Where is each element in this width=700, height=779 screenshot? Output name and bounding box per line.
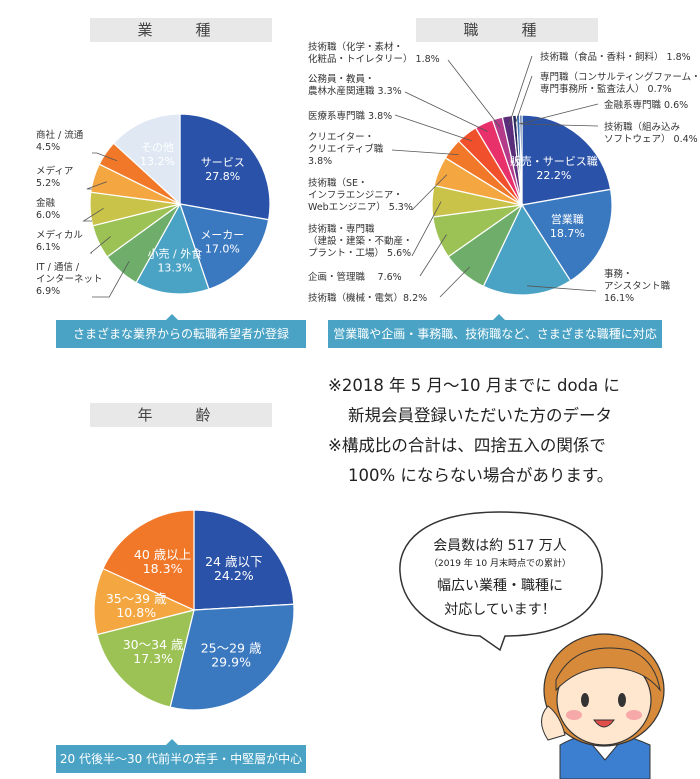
industry-label-8: その他 <box>141 141 174 154</box>
age-value-1: 29.9% <box>211 655 251 670</box>
industry-label-4-0: メディカル <box>36 229 83 241</box>
age-label-2: 30〜34 歳 <box>123 637 184 652</box>
industry-label-4-1: 6.1% <box>36 242 60 253</box>
industry-label-3-2: 6.9% <box>36 286 60 297</box>
age-value-2: 17.3% <box>133 651 173 666</box>
speech-bubble: 会員数は約 517 万人 （2019 年 10 月末時点での累計） 幅広い業種・… <box>399 511 603 652</box>
occupation-label-2-2: 16.1% <box>604 293 634 304</box>
industry-label-3-0: IT / 通信 / <box>36 261 80 273</box>
industry-label-0: サービス <box>201 156 245 169</box>
bubble-line-3: 幅広い業種・職種に <box>437 578 563 594</box>
occupation-label-7-0: クリエイター・ <box>308 132 374 143</box>
occupation-label-7-2: 3.8% <box>308 156 332 167</box>
occupation-label-12-0: 専門職（コンサルティングファーム・ <box>540 71 700 83</box>
bubble-line-2: （2019 年 10 月末時点での累計） <box>429 557 571 569</box>
industry-label-7-1: 4.5% <box>36 142 60 153</box>
occupation-slice-2 <box>482 203 572 296</box>
occupation-label-8-0: 医療系専門職 3.8% <box>308 110 392 122</box>
industry-label-5-0: 金融 <box>36 197 56 209</box>
occupation-label-11-0: 技術職（食品・香料・飼料） 1.8% <box>540 51 691 63</box>
occupation-value-1: 18.7% <box>550 227 585 240</box>
note-line-4: 100% にならない場合があります。 <box>348 466 614 485</box>
note-line-1: ※2018 年 5 月〜10 月までに doda に <box>328 376 620 395</box>
age-header: 年 齢 <box>90 403 272 427</box>
industry-band-pointer <box>166 314 178 320</box>
age-band-pointer <box>166 739 178 745</box>
industry-label-1: メーカー <box>200 228 244 241</box>
occupation-label-10-1: 化粧品・トイレタリー） 1.8% <box>308 53 440 65</box>
note-line-2: 新規会員登録いただいた方のデータ <box>348 406 612 425</box>
occupation-label-5-2: プラント・工場） 5.6% <box>308 247 411 259</box>
industry-label-3-1: インターネット <box>36 274 103 285</box>
occupation-label-3-0: 技術職（機械・電気）8.2% <box>308 292 427 304</box>
character-illustration <box>541 633 665 779</box>
occupation-label-2-0: 事務・ <box>604 268 633 280</box>
bubble-line-1: 会員数は約 517 万人 <box>433 538 567 554</box>
age-slice-0 <box>193 509 295 611</box>
occupation-value-0: 22.2% <box>536 169 571 182</box>
occupation-slice-0 <box>521 114 612 206</box>
occupation-label-14-1: ソフトウェア） 0.4% <box>604 133 698 145</box>
occupation-label-5-0: 技術職・専門職 <box>308 223 375 235</box>
age-value-4: 18.3% <box>143 561 183 576</box>
age-slice-3 <box>93 567 196 636</box>
industry-label-7-0: 商社 / 流通 <box>36 129 84 141</box>
occupation-label-5-1: （建設・建築・不動産・ <box>308 235 413 247</box>
occupation-label-12-1: 専門事務所・監査法人） 0.7% <box>540 83 672 95</box>
age-value-3: 10.8% <box>116 605 156 620</box>
note-line-3: ※構成比の合計は、四捨五入の関係で <box>328 436 606 455</box>
industry-value-2: 13.3% <box>157 262 192 275</box>
age-band: 20 代後半〜30 代前半の若手・中堅層が中心 <box>56 745 306 773</box>
industry-value-8: 13.2% <box>140 155 175 168</box>
industry-label-2: 小売 / 外食 <box>148 247 203 261</box>
age-label-4: 40 歳以上 <box>134 547 191 562</box>
age-slice-2 <box>96 609 195 708</box>
occupation-label-2-1: アシスタント職 <box>604 281 671 292</box>
industry-label-6-1: 5.2% <box>36 178 60 189</box>
occupation-label-6-0: 技術職（SE・ <box>308 177 368 189</box>
industry-value-0: 27.8% <box>205 170 240 183</box>
industry-band: さまざまな業界からの転職希望者が登録 <box>56 320 306 348</box>
occupation-label-7-1: クリエイティブ職 <box>308 143 384 155</box>
occupation-band-pointer <box>493 314 505 320</box>
industry-slice-0 <box>179 113 271 221</box>
industry-slice-8 <box>112 113 181 206</box>
occupation-label-6-1: インフラエンジニア・ <box>308 190 403 201</box>
occupation-slice-1 <box>521 188 613 282</box>
occupation-slice-14 <box>519 114 523 206</box>
industry-label-6-0: メディア <box>36 165 73 177</box>
occupation-label-4-0: 企画・管理職 7.6% <box>308 271 402 283</box>
age-label-3: 35〜39 歳 <box>106 591 167 606</box>
occupation-band: 営業職や企画・事務職、技術職など、さまざまな職種に対応 <box>328 320 662 348</box>
occupation-header: 職 種 <box>416 18 598 42</box>
bubble-line-4: 対応しています！ <box>444 602 556 618</box>
occupation-label-0: 販売・サービス職 <box>510 155 598 168</box>
age-label-1: 25〜29 歳 <box>201 641 262 656</box>
age-label-0: 24 歳以下 <box>205 554 262 569</box>
occupation-label-9-1: 農林水産関連職 3.3% <box>308 85 402 97</box>
age-value-0: 24.2% <box>214 568 254 583</box>
age-slice-4 <box>102 509 195 611</box>
industry-header: 業 種 <box>90 18 272 42</box>
age-slice-1 <box>169 603 295 711</box>
industry-value-1: 17.0% <box>205 242 240 255</box>
occupation-label-6-2: Webエンジニア） 5.3% <box>308 201 413 213</box>
occupation-label-9-0: 公務員・教員・ <box>308 73 375 85</box>
occupation-label-10-0: 技術職（化学・素材・ <box>308 41 403 53</box>
industry-slice-2 <box>135 202 210 295</box>
occupation-label-1: 営業職 <box>551 212 584 226</box>
occupation-label-13-0: 金融系専門職 0.6% <box>604 99 688 111</box>
occupation-label-14-0: 技術職（組み込み <box>604 121 680 133</box>
industry-label-5-1: 6.0% <box>36 210 60 221</box>
